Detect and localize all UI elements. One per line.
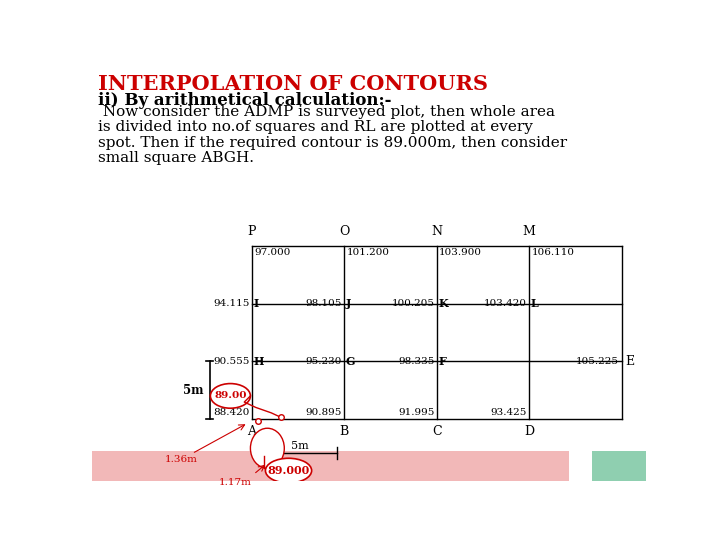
- Text: M: M: [523, 225, 536, 238]
- Text: O: O: [339, 225, 349, 238]
- Bar: [92, 451, 570, 481]
- Text: Now consider the ADMP is surveyed plot, then whole area: Now consider the ADMP is surveyed plot, …: [98, 105, 555, 119]
- Text: H: H: [253, 356, 264, 367]
- Text: 5m: 5m: [183, 383, 204, 396]
- Text: D: D: [524, 425, 534, 438]
- Text: 98.335: 98.335: [398, 357, 434, 366]
- Text: 103.420: 103.420: [484, 299, 527, 308]
- Text: 94.115: 94.115: [213, 299, 250, 308]
- Text: 88.420: 88.420: [213, 408, 250, 417]
- Text: I: I: [253, 298, 258, 309]
- Text: N: N: [431, 225, 442, 238]
- Text: K: K: [438, 298, 448, 309]
- Text: 100.205: 100.205: [392, 299, 434, 308]
- Text: 103.900: 103.900: [439, 248, 482, 257]
- Text: P: P: [248, 225, 256, 238]
- Text: 106.110: 106.110: [531, 248, 575, 257]
- Text: G: G: [346, 356, 356, 367]
- Text: C: C: [432, 425, 441, 438]
- Text: 101.200: 101.200: [346, 248, 390, 257]
- Text: 89.00: 89.00: [214, 392, 247, 400]
- Text: 97.000: 97.000: [254, 248, 291, 257]
- Bar: [593, 451, 647, 481]
- Text: 90.895: 90.895: [306, 408, 342, 417]
- Ellipse shape: [266, 458, 312, 483]
- Text: 93.425: 93.425: [490, 408, 527, 417]
- Text: INTERPOLATION OF CONTOURS: INTERPOLATION OF CONTOURS: [98, 74, 488, 94]
- Text: 98.105: 98.105: [306, 299, 342, 308]
- Text: J: J: [346, 298, 351, 309]
- Ellipse shape: [251, 428, 284, 468]
- Text: 105.225: 105.225: [576, 357, 619, 366]
- Text: A: A: [248, 425, 256, 438]
- Text: F: F: [438, 356, 446, 367]
- Text: ii) By arithmetical calculation:-: ii) By arithmetical calculation:-: [98, 92, 392, 109]
- Text: 89.000: 89.000: [267, 465, 310, 476]
- Text: 5m: 5m: [291, 441, 309, 451]
- Text: 1.36m: 1.36m: [165, 455, 198, 463]
- Text: 91.995: 91.995: [398, 408, 434, 417]
- Text: E: E: [626, 355, 634, 368]
- Ellipse shape: [210, 383, 251, 408]
- Text: is divided into no.of squares and RL are plotted at every: is divided into no.of squares and RL are…: [98, 120, 533, 134]
- Text: small square ABGH.: small square ABGH.: [98, 151, 254, 165]
- Text: 90.555: 90.555: [213, 357, 250, 366]
- Text: spot. Then if the required contour is 89.000m, then consider: spot. Then if the required contour is 89…: [98, 136, 567, 150]
- Text: 95.230: 95.230: [306, 357, 342, 366]
- Text: B: B: [340, 425, 349, 438]
- Text: L: L: [531, 298, 539, 309]
- Text: 1.17m: 1.17m: [219, 478, 252, 487]
